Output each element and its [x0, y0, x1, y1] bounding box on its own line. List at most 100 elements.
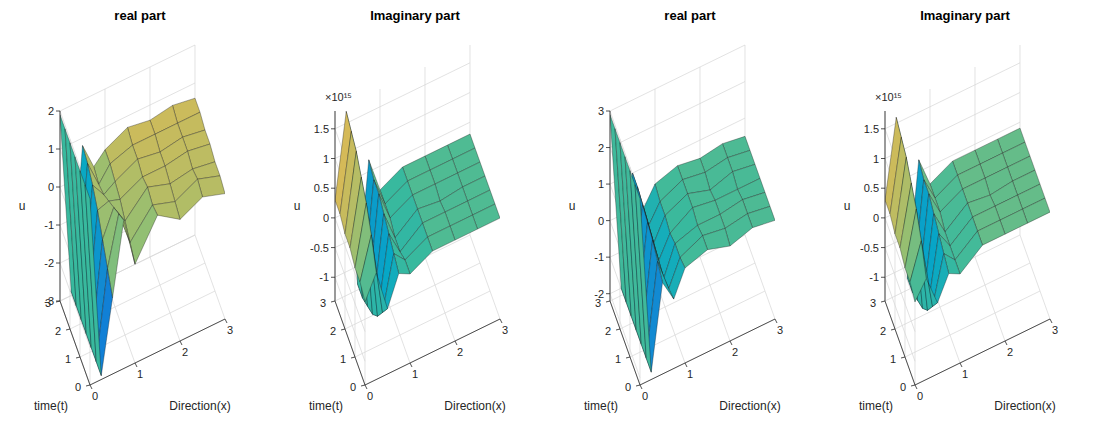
surface: [60, 98, 225, 376]
z-tick-label: -2: [594, 288, 604, 300]
panel: real part01230123-3-2-1012utime(t)Direct…: [19, 8, 233, 413]
surface: [610, 115, 775, 373]
surface-cell: [635, 185, 651, 373]
z-tick-label: 0.5: [864, 182, 879, 194]
tick-labels: 01230123-2-10123: [594, 105, 783, 402]
grid: [610, 45, 775, 385]
tick: [135, 363, 137, 367]
grid-line: [915, 195, 1050, 385]
axes: [885, 111, 1050, 385]
t-tick-label: 0: [75, 381, 81, 393]
tick: [606, 301, 610, 302]
t-tick-label: 0: [900, 381, 906, 393]
z-tick-label: -1: [319, 271, 329, 283]
tick: [911, 385, 915, 386]
z-axis: [610, 111, 611, 301]
x-tick-label: 2: [457, 346, 463, 358]
grid: [60, 45, 225, 385]
z-axis: [885, 111, 886, 301]
tick: [180, 341, 182, 345]
t-tick-label: 3: [870, 297, 876, 309]
tick: [56, 301, 60, 302]
z-axis-title: u: [844, 199, 851, 213]
tick: [331, 217, 335, 218]
tick: [56, 225, 60, 226]
tick: [685, 363, 687, 367]
tick-labels: 01230123-3-2-1012: [44, 105, 233, 402]
tick: [1005, 341, 1007, 345]
panel: real part01230123-2-10123utime(t)Directi…: [569, 8, 783, 413]
z-tick-label: 0: [323, 212, 329, 224]
tick: [76, 357, 80, 358]
x-axis-title: Direction(x): [994, 399, 1055, 413]
z-tick-label: 1.5: [864, 123, 879, 135]
t-axis: [610, 301, 640, 385]
z-tick-label: -1: [594, 251, 604, 263]
surface-cell: [703, 228, 731, 249]
z-exponent-label: ×10¹⁵: [325, 91, 352, 103]
z-axis-title: u: [569, 199, 576, 213]
axes: [335, 111, 500, 385]
tick: [960, 363, 962, 367]
x-tick-label: 1: [687, 368, 693, 380]
tick: [606, 293, 610, 294]
grid-line: [640, 195, 775, 385]
x-tick-label: 1: [962, 368, 968, 380]
surface-cell: [360, 235, 376, 302]
t-tick-label: 2: [55, 325, 61, 337]
tick: [636, 385, 640, 386]
axes: [610, 111, 775, 385]
t-tick-label: 1: [340, 353, 346, 365]
x-tick-label: 2: [182, 346, 188, 358]
t-axis: [885, 301, 915, 385]
x-tick-label: 1: [412, 368, 418, 380]
surface-cell: [130, 205, 158, 264]
x-tick-label: 0: [642, 390, 648, 402]
tick: [331, 128, 335, 129]
tick: [86, 385, 90, 386]
tick: [56, 149, 60, 150]
z-tick-label: 0: [48, 181, 54, 193]
surface-cell: [405, 237, 433, 274]
panel-title: real part: [664, 8, 716, 23]
tick: [351, 357, 355, 358]
tick: [640, 385, 642, 389]
tick: [225, 319, 227, 323]
tick: [626, 357, 630, 358]
tick: [606, 184, 610, 185]
tick: [606, 111, 610, 112]
surface: [335, 111, 500, 316]
z-tick-label: 1: [48, 143, 54, 155]
t-tick-label: 2: [880, 325, 886, 337]
x-tick-label: 1: [137, 368, 143, 380]
x-tick-label: 0: [367, 390, 373, 402]
tick: [891, 329, 895, 330]
z-tick-label: -1: [44, 219, 54, 231]
x-axis: [90, 319, 225, 385]
surface-cell: [85, 185, 101, 376]
tick: [730, 341, 732, 345]
tick: [331, 158, 335, 159]
tick: [901, 357, 905, 358]
tick: [56, 301, 60, 302]
t-tick-label: 2: [330, 325, 336, 337]
grid-line: [195, 45, 225, 319]
t-tick-label: 0: [625, 381, 631, 393]
t-tick-label: 2: [605, 325, 611, 337]
z-axis-title: u: [294, 199, 301, 213]
tick: [410, 363, 412, 367]
surface-cell: [143, 166, 171, 187]
z-tick-label: -1: [869, 271, 879, 283]
z-tick-label: 1: [323, 153, 329, 165]
tick-labels: 01230123-1-0.500.511.5: [860, 123, 1058, 402]
surface-cell: [669, 258, 685, 299]
tick: [616, 329, 620, 330]
surface-cell: [978, 220, 1006, 245]
z-tick-label: 0: [873, 212, 879, 224]
tick: [331, 301, 335, 302]
tick: [365, 385, 367, 389]
t-tick-label: 3: [320, 297, 326, 309]
x-tick-label: 3: [227, 324, 233, 336]
grid-line: [885, 152, 1020, 302]
t-axis-title: time(t): [859, 399, 893, 413]
